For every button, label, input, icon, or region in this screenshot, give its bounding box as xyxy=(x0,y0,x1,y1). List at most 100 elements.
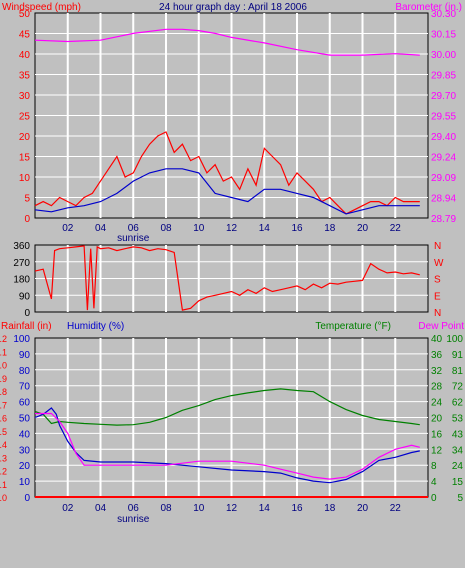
rainfall-y-tick-label: 1.1 xyxy=(0,347,7,357)
temperature-y-tick-label: 20 xyxy=(431,414,443,425)
temperature-y-tick-label: 28 xyxy=(431,382,443,393)
temperature-axis-title: Temperature (°F) xyxy=(315,321,391,332)
climate-x-tick-label: 18 xyxy=(324,503,336,514)
humidity-y-tick-label: 20 xyxy=(19,461,31,472)
temperature-y-tick-label: 32 xyxy=(431,366,443,377)
dewpoint-y-tick-label: 15 xyxy=(452,477,464,488)
wind-x-tick-label: 04 xyxy=(95,223,107,234)
climate-x-tick-label: 06 xyxy=(128,503,140,514)
humidity-y-tick-label: 90 xyxy=(19,350,31,361)
wind-average-line xyxy=(34,168,420,215)
barometer-y-tick-label: 28.94 xyxy=(431,194,456,205)
wind-x-tick-label: 12 xyxy=(226,223,238,234)
direction-compass-label: W xyxy=(434,258,444,269)
direction-y-tick-label: 90 xyxy=(19,291,31,302)
windspeed-y-tick-label: 40 xyxy=(19,50,31,61)
barometer-line xyxy=(34,28,420,56)
barometer-y-tick-label: 29.85 xyxy=(431,71,456,82)
rainfall-y-tick-label: 0.0 xyxy=(0,493,7,503)
windspeed-y-tick-label: 0 xyxy=(24,214,30,225)
humidity-y-tick-label: 60 xyxy=(19,398,31,409)
sunrise-label-bottom: sunrise xyxy=(117,514,150,525)
wind-x-tick-label: 02 xyxy=(62,223,74,234)
windspeed-y-tick-label: 15 xyxy=(19,153,31,164)
direction-compass-label: N xyxy=(434,241,441,252)
humidity-y-tick-label: 50 xyxy=(19,414,31,425)
climate-x-tick-label: 16 xyxy=(291,503,303,514)
wind-x-tick-label: 22 xyxy=(390,223,402,234)
direction-compass-label: E xyxy=(434,291,441,302)
climate-x-tick-label: 20 xyxy=(357,503,369,514)
windspeed-axis-title: Windspeed (mph) xyxy=(2,2,81,13)
climate-x-tick-label: 12 xyxy=(226,503,238,514)
rainfall-y-tick-label: 0.7 xyxy=(0,400,7,410)
wind-x-tick-label: 06 xyxy=(128,223,140,234)
temperature-y-tick-label: 36 xyxy=(431,350,443,361)
temperature-y-tick-label: 8 xyxy=(431,461,437,472)
windspeed-y-tick-label: 50 xyxy=(19,9,31,20)
temperature-y-tick-label: 4 xyxy=(431,477,437,488)
humidity-y-tick-label: 10 xyxy=(19,477,31,488)
dewpoint-y-tick-label: 34 xyxy=(452,445,464,456)
direction-y-tick-label: 270 xyxy=(13,258,30,269)
direction-y-tick-label: 0 xyxy=(24,308,30,319)
windspeed-y-tick-label: 35 xyxy=(19,71,31,82)
barometer-y-tick-label: 29.24 xyxy=(431,153,456,164)
windspeed-y-tick-label: 45 xyxy=(19,30,31,41)
rainfall-y-tick-label: 0.6 xyxy=(0,414,7,424)
wind-direction-line xyxy=(34,245,420,311)
chart-title: 24 hour graph day : April 18 2006 xyxy=(159,2,307,13)
wind-x-tick-label: 08 xyxy=(160,223,172,234)
humidity-y-tick-label: 0 xyxy=(24,493,30,504)
temperature-y-tick-label: 0 xyxy=(431,493,437,504)
windspeed-y-tick-label: 30 xyxy=(19,91,31,102)
windspeed-line xyxy=(34,131,420,215)
dewpoint-y-tick-label: 81 xyxy=(452,366,464,377)
dewpoint-y-tick-label: 5 xyxy=(457,493,463,504)
wind-x-tick-label: 10 xyxy=(193,223,205,234)
barometer-y-tick-label: 29.55 xyxy=(431,112,456,123)
windspeed-y-tick-label: 10 xyxy=(19,173,31,184)
sunrise-label-top: sunrise xyxy=(117,233,150,244)
dewpoint-y-tick-label: 62 xyxy=(452,398,464,409)
rainfall-axis-title: Rainfall (in) xyxy=(1,321,52,332)
wind-x-tick-label: 18 xyxy=(324,223,336,234)
temperature-y-tick-label: 40 xyxy=(431,334,443,345)
temperature-y-tick-label: 16 xyxy=(431,429,443,440)
climate-x-tick-label: 02 xyxy=(62,503,74,514)
dewpoint-y-tick-label: 43 xyxy=(452,429,464,440)
barometer-y-tick-label: 30.15 xyxy=(431,30,456,41)
dewpoint-y-tick-label: 53 xyxy=(452,414,464,425)
rainfall-y-tick-label: 0.2 xyxy=(0,467,7,477)
rainfall-y-tick-label: 1.2 xyxy=(0,334,7,344)
climate-x-tick-label: 10 xyxy=(193,503,205,514)
rainfall-y-tick-label: 0.4 xyxy=(0,440,7,450)
rainfall-y-tick-label: 0.5 xyxy=(0,427,7,437)
temperature-y-tick-label: 12 xyxy=(431,445,443,456)
windspeed-y-tick-label: 5 xyxy=(24,194,30,205)
barometer-y-tick-label: 30.30 xyxy=(431,9,456,20)
direction-y-tick-label: 180 xyxy=(13,275,30,286)
dewpoint-y-tick-label: 100 xyxy=(446,334,463,345)
wind-x-tick-label: 20 xyxy=(357,223,369,234)
dewpoint-axis-title: Dew Point xyxy=(418,321,464,332)
dewpoint-y-tick-label: 91 xyxy=(452,350,464,361)
wind-x-tick-label: 16 xyxy=(291,223,303,234)
direction-compass-label: N xyxy=(434,308,441,319)
barometer-y-tick-label: 29.09 xyxy=(431,173,456,184)
humidity-line xyxy=(34,407,420,484)
humidity-y-tick-label: 80 xyxy=(19,366,31,377)
rainfall-y-tick-label: 0.3 xyxy=(0,453,7,463)
humidity-y-tick-label: 70 xyxy=(19,382,31,393)
rainfall-y-tick-label: 0.9 xyxy=(0,374,7,384)
temperature-line xyxy=(34,388,420,426)
barometer-y-tick-label: 29.70 xyxy=(431,91,456,102)
climate-x-tick-label: 08 xyxy=(160,503,172,514)
barometer-axis-title: Barometer (in.) xyxy=(395,2,462,13)
barometer-y-tick-label: 28.79 xyxy=(431,214,456,225)
windspeed-y-tick-label: 20 xyxy=(19,132,31,143)
wind-x-tick-label: 14 xyxy=(259,223,271,234)
rainfall-y-tick-label: 0.1 xyxy=(0,480,7,490)
